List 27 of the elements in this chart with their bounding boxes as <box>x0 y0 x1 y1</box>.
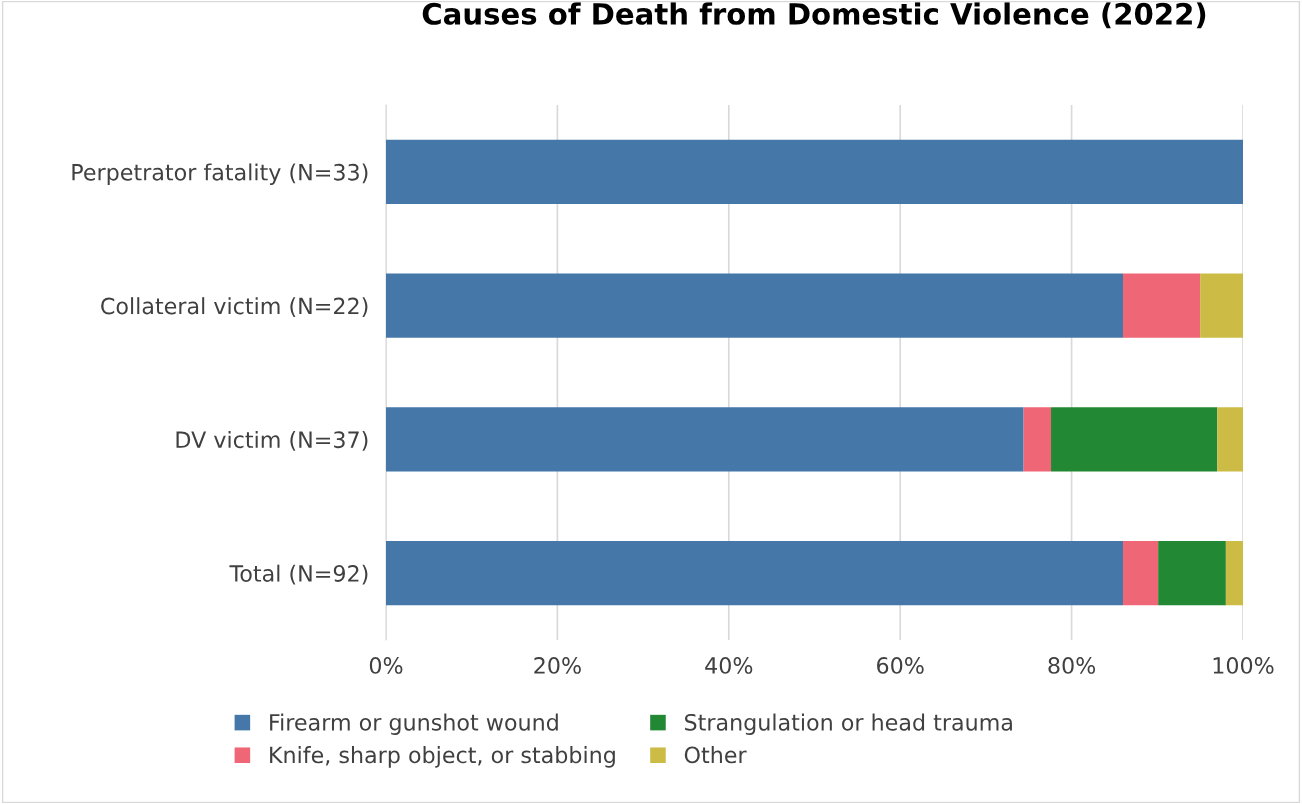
x-tick-label: 20% <box>534 657 581 674</box>
bar <box>1123 541 1159 606</box>
legend-label: Strangulation or head trauma <box>684 713 1012 736</box>
bar <box>1158 541 1226 606</box>
bar <box>1225 541 1243 606</box>
x-tick-label: 100% <box>1213 657 1274 674</box>
bar <box>1217 407 1243 472</box>
bar <box>386 139 1243 204</box>
bar <box>1200 273 1243 338</box>
legend-label: Knife, sharp object, or stabbing <box>270 746 615 768</box>
chart-title: Causes of Death from Domestic Violence (2022) <box>422 2 1206 29</box>
x-tick-label: 80% <box>1048 657 1096 674</box>
legend-label: Other <box>684 746 747 764</box>
y-tick-label: Total (N=92) <box>229 564 368 585</box>
bar <box>1051 407 1218 472</box>
x-tick-label: 60% <box>877 657 924 674</box>
bar <box>386 273 1124 338</box>
y-tick-label: Perpetrator fatality (N=33) <box>72 163 368 185</box>
bar <box>1123 273 1201 338</box>
y-tick-label: DV victim (N=37) <box>176 430 368 451</box>
y-tick-label: Collateral victim (N=22) <box>101 297 368 317</box>
bar <box>386 407 1024 472</box>
bar <box>1023 407 1052 472</box>
x-tick-label: 0% <box>369 657 403 674</box>
legend-label: Firearm or gunshot wound <box>270 713 558 736</box>
x-tick-label: 40% <box>705 657 753 674</box>
bar <box>386 541 1124 606</box>
